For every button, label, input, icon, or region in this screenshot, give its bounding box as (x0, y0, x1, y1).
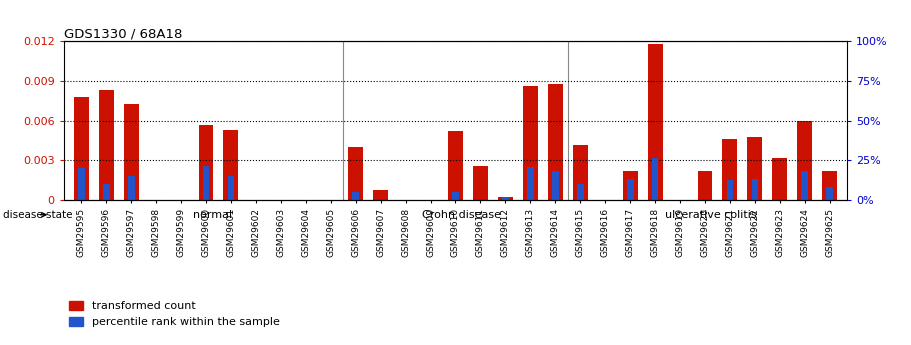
Bar (826, 187, 834, 200)
Bar (773, 158, 787, 200)
Bar (698, 171, 712, 200)
Bar (353, 192, 359, 200)
Bar (648, 44, 662, 200)
Bar (374, 189, 388, 200)
Legend: transformed count, percentile rank within the sample: transformed count, percentile rank withi… (69, 301, 280, 327)
Bar (802, 171, 808, 200)
Bar (124, 104, 138, 200)
Bar (651, 158, 659, 200)
Text: Crohn disease: Crohn disease (422, 210, 501, 220)
Bar (747, 137, 763, 200)
Text: ulcerative colitis: ulcerative colitis (665, 210, 757, 220)
Bar (348, 147, 363, 200)
Bar (527, 167, 534, 200)
Bar (577, 184, 584, 200)
Bar (752, 179, 758, 200)
Bar (448, 131, 463, 200)
Bar (727, 180, 733, 200)
Bar (823, 171, 837, 200)
Bar (573, 145, 588, 200)
Bar (103, 184, 109, 200)
Bar (128, 176, 135, 200)
Bar (623, 171, 638, 200)
Text: normal: normal (192, 210, 231, 220)
Bar (722, 139, 737, 200)
Bar (199, 125, 213, 200)
Bar (202, 166, 210, 200)
Bar (502, 197, 508, 200)
Bar (797, 121, 813, 200)
Bar (223, 130, 239, 200)
Bar (498, 197, 513, 200)
Bar (473, 166, 488, 200)
Bar (548, 84, 563, 200)
Bar (523, 86, 537, 200)
Text: GDS1330 / 68A18: GDS1330 / 68A18 (64, 27, 182, 40)
Bar (552, 171, 558, 200)
Text: disease state: disease state (3, 210, 73, 220)
Bar (452, 192, 459, 200)
Bar (228, 176, 234, 200)
Bar (98, 90, 114, 200)
Bar (627, 179, 633, 200)
Bar (74, 97, 88, 200)
Bar (77, 168, 85, 200)
